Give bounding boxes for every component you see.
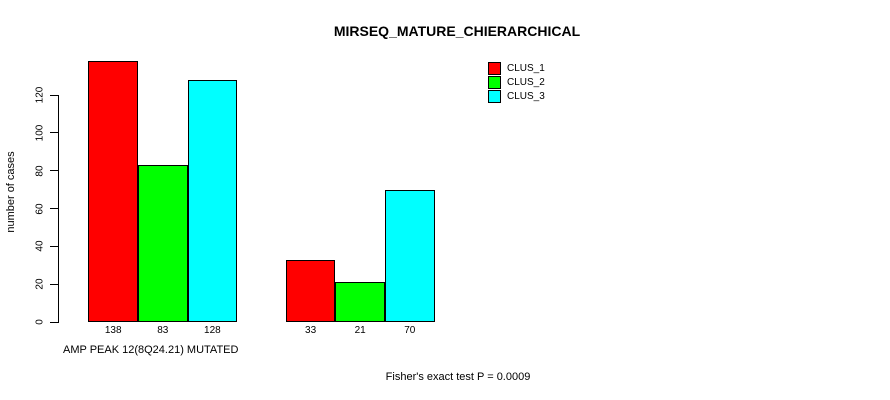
y-axis-tick xyxy=(50,283,58,285)
bar-clus_1-group2 xyxy=(285,259,336,322)
legend-swatch-clus_2 xyxy=(488,76,501,89)
y-tick-label: 20 xyxy=(34,278,46,290)
bar-clus_3-group1 xyxy=(187,79,238,322)
legend-label: CLUS_1 xyxy=(507,63,545,74)
y-tick-label: 0 xyxy=(34,319,46,325)
y-axis-label: number of cases xyxy=(5,151,17,233)
y-axis-tick xyxy=(50,245,58,247)
legend: CLUS_1 CLUS_2 CLUS_3 xyxy=(488,62,545,104)
legend-label: CLUS_2 xyxy=(507,77,545,88)
bar-clus_3-group2 xyxy=(385,189,435,322)
y-axis-tick xyxy=(50,208,58,209)
x-axis-label: AMP PEAK 12(8Q24.21) MUTATED xyxy=(63,344,239,356)
chart-title: MIRSEQ_MATURE_CHIERARCHICAL xyxy=(333,23,581,39)
y-axis-tick xyxy=(50,94,58,96)
legend-row-clus_3: CLUS_3 xyxy=(488,90,545,103)
y-axis-tick xyxy=(50,321,58,323)
legend-row-clus_2: CLUS_2 xyxy=(488,76,545,89)
annotation-fisher-test: Fisher's exact test P = 0.0009 xyxy=(385,371,531,383)
legend-swatch-clus_1 xyxy=(488,62,501,75)
y-axis-tick xyxy=(50,170,58,172)
legend-row-clus_1: CLUS_1 xyxy=(488,62,545,75)
bar-clus_1-group1 xyxy=(88,60,138,322)
y-tick-label: 100 xyxy=(34,124,46,142)
bar-value-label: 128 xyxy=(204,325,221,336)
bar-value-label: 33 xyxy=(305,325,317,336)
bar-value-label: 83 xyxy=(157,325,169,336)
bar-value-label: 70 xyxy=(404,325,416,336)
y-axis-line xyxy=(58,95,59,323)
bar-value-label: 21 xyxy=(354,325,366,336)
y-axis-tick xyxy=(50,132,58,134)
y-tick-label: 60 xyxy=(34,202,46,215)
legend-label: CLUS_3 xyxy=(507,91,545,102)
bar-clus_2-group1 xyxy=(138,164,188,322)
y-tick-label: 40 xyxy=(34,240,46,252)
y-tick-label: 80 xyxy=(34,165,46,177)
bar-value-label: 138 xyxy=(104,325,122,336)
y-tick-label: 120 xyxy=(34,86,46,104)
legend-swatch-clus_3 xyxy=(488,90,501,103)
bar-clus_2-group2 xyxy=(335,282,385,322)
